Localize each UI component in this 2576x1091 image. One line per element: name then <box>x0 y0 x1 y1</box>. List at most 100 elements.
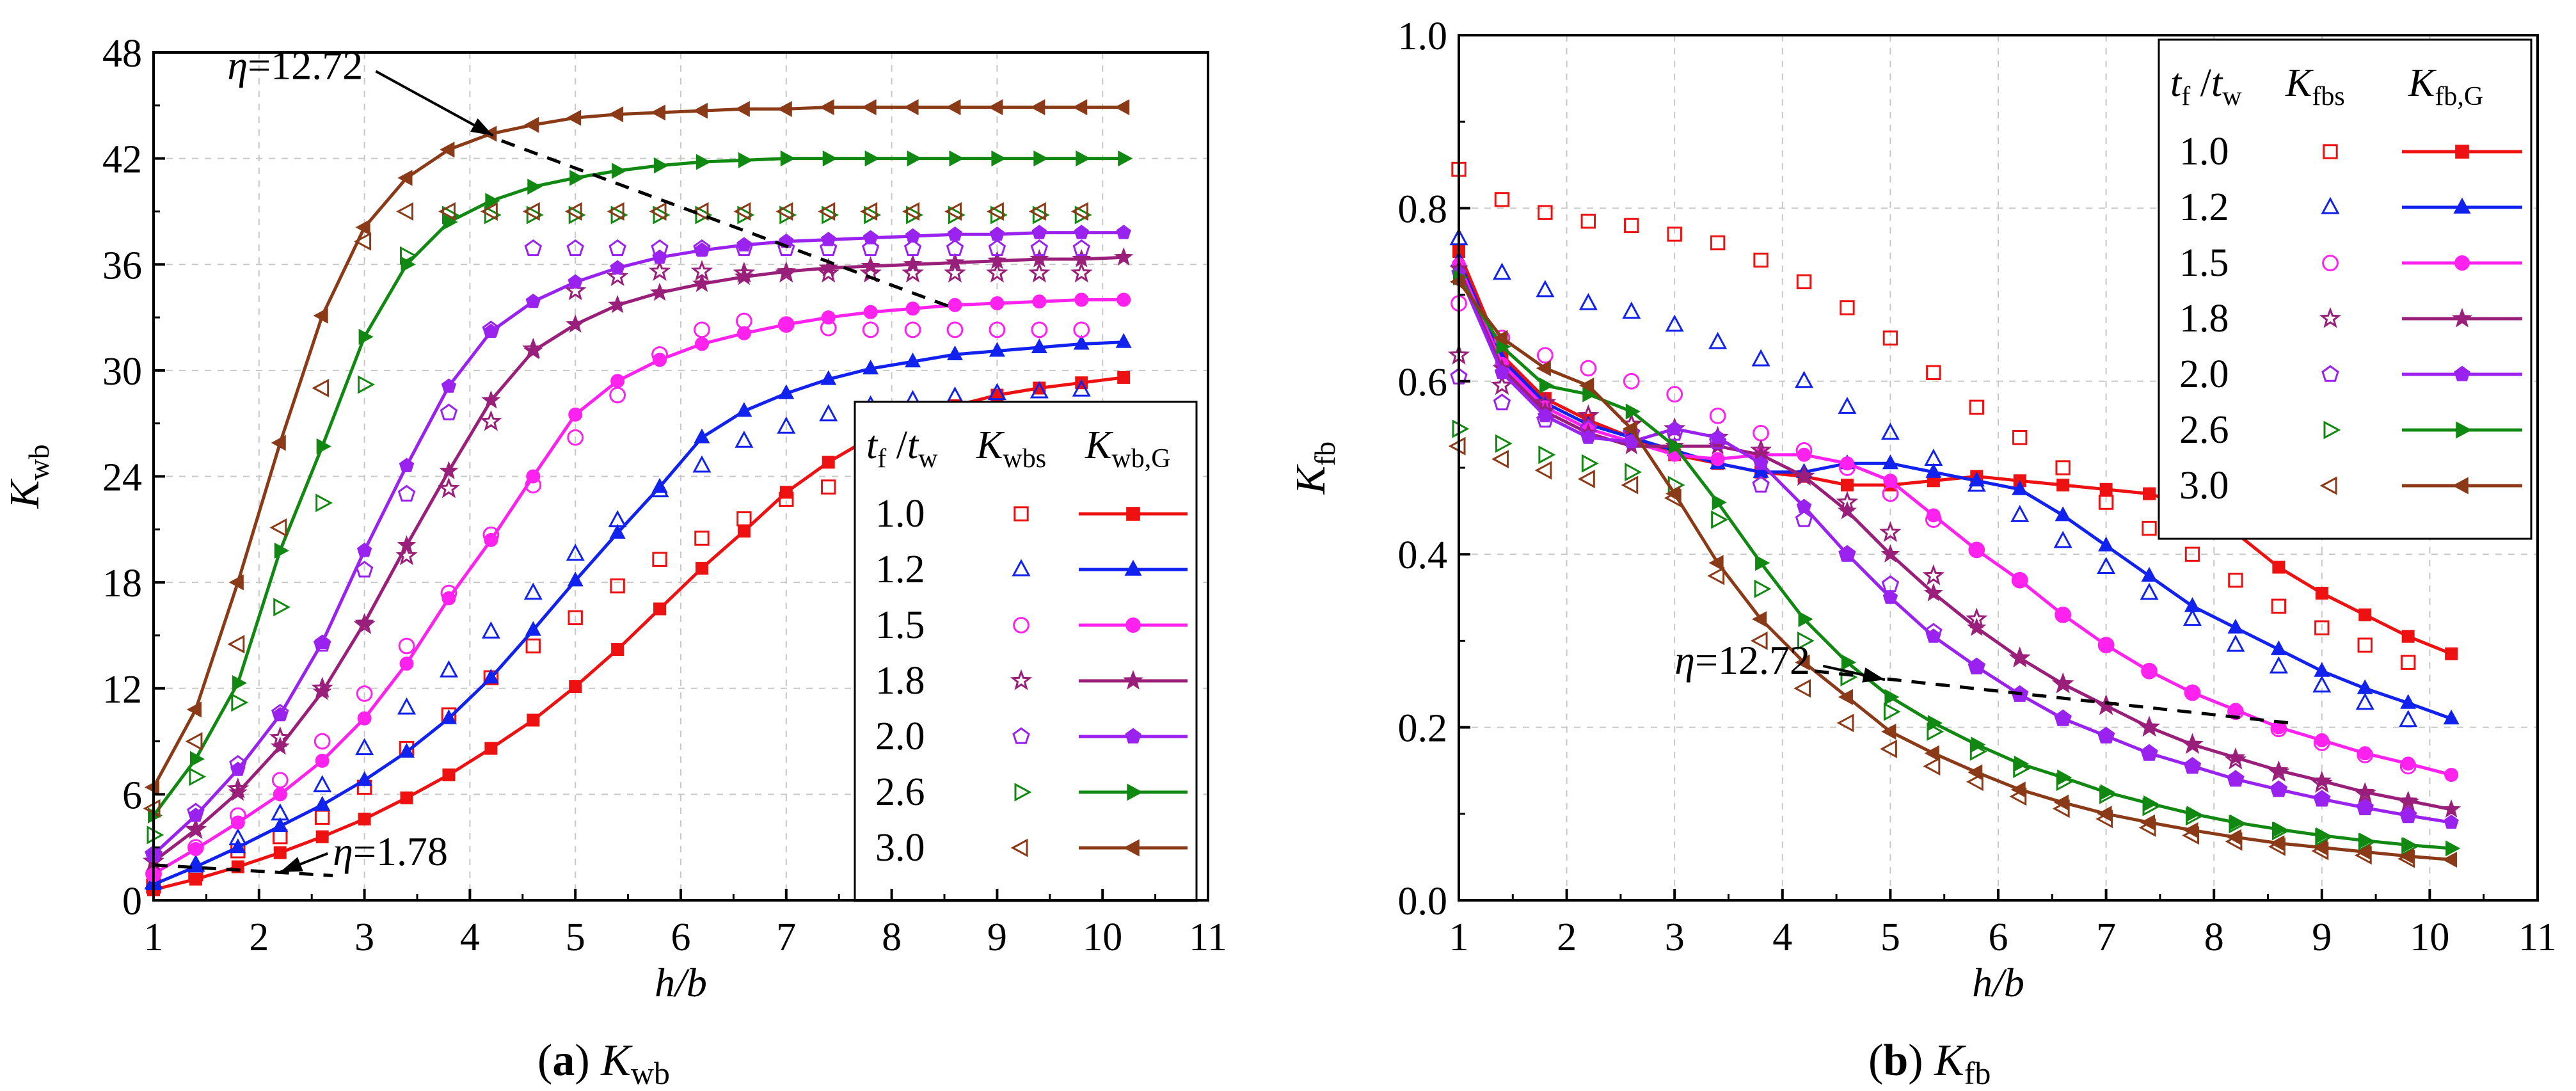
fit-point <box>230 838 246 854</box>
sim-point <box>821 479 836 495</box>
fit-point <box>566 314 585 333</box>
sim-point <box>1578 292 1598 310</box>
sim-point <box>817 262 839 283</box>
fit-point <box>948 298 962 312</box>
x-tick-label: 3 <box>354 916 374 959</box>
sim-point <box>566 239 584 257</box>
fit-point <box>652 249 667 264</box>
x-tick-label: 2 <box>1557 916 1577 959</box>
fit-point <box>776 261 796 280</box>
sim-point <box>397 697 417 715</box>
sim-point <box>1534 461 1552 480</box>
sim-point <box>1883 702 1901 721</box>
fit-point <box>822 456 835 469</box>
sim-point <box>733 202 751 221</box>
sim-point <box>482 320 500 338</box>
legend-ratio-1.8: 1.8 <box>875 659 925 703</box>
y-tick-label: 0.4 <box>1398 534 1448 577</box>
fit-point <box>2098 728 2114 743</box>
fit-point <box>1925 463 1942 478</box>
sim-point <box>1708 432 1727 450</box>
fit-point <box>273 787 287 802</box>
legend-fit-marker <box>1122 669 1144 690</box>
legend-sim-marker <box>2321 196 2340 214</box>
x-axis-label: h/b <box>1972 960 2024 1005</box>
x-tick-label: 10 <box>2410 916 2449 959</box>
eta-arrow-head <box>280 857 303 872</box>
sim-point <box>356 685 373 702</box>
sim-point <box>228 828 248 845</box>
sim-point <box>522 337 545 359</box>
sim-point <box>2142 797 2160 816</box>
sim-point <box>1969 742 1987 761</box>
sim-point <box>608 239 626 257</box>
sim-point <box>1880 739 1897 758</box>
sim-point <box>566 543 585 561</box>
fit-point <box>484 742 498 755</box>
legend-header-sim: Kwbs <box>976 424 1046 474</box>
sim-point <box>481 621 500 639</box>
legend-header-fit: Kwb,G <box>1085 424 1171 474</box>
fit-point <box>1797 447 1811 462</box>
x-tick-label: 7 <box>776 916 796 959</box>
fit-point <box>1755 555 1770 571</box>
x-axis-label: h/b <box>655 960 707 1005</box>
fit-point <box>1924 745 1939 761</box>
sim-point <box>358 375 375 394</box>
sim-point <box>1840 300 1855 315</box>
sim-point <box>1577 404 1600 426</box>
legend-ratio-1.8: 1.8 <box>2179 297 2229 340</box>
fit-point <box>2442 799 2461 818</box>
y-tick-label: 0.6 <box>1398 361 1448 404</box>
legend-sim-marker <box>2323 144 2338 159</box>
y-tick-label: 18 <box>102 562 142 605</box>
y-tick-label: 42 <box>102 138 142 182</box>
legend-fit-marker <box>2451 308 2473 328</box>
fit-point <box>1841 654 1857 671</box>
annotation-eta: η=1.78 <box>153 829 448 877</box>
sim-point <box>2140 744 2158 761</box>
sim-point <box>2052 799 2070 818</box>
sim-point <box>227 777 250 799</box>
fit-point <box>1753 455 1769 470</box>
fit-point <box>692 273 712 292</box>
sim-point <box>522 202 540 221</box>
sim-point <box>988 239 1006 257</box>
fit-point <box>1116 225 1131 239</box>
y-tick-label: 30 <box>102 350 142 394</box>
legend-ratio-2.6: 2.6 <box>875 770 925 814</box>
fit-point <box>2056 479 2070 492</box>
sim-point <box>273 598 291 617</box>
fit-point <box>568 407 583 422</box>
eta-label: η=12.72 <box>1674 637 1810 683</box>
sim-point <box>691 202 709 221</box>
sim-point <box>314 809 330 825</box>
sim-point <box>652 552 667 567</box>
fit-point <box>736 402 752 417</box>
sim-point <box>1536 411 1554 428</box>
sim-point <box>1664 488 1682 507</box>
sim-point <box>2401 837 2419 856</box>
legend-box <box>2158 38 2532 540</box>
sim-point <box>1536 347 1554 364</box>
x-tick-label: 2 <box>249 916 269 959</box>
sim-point <box>186 854 205 872</box>
sim-point <box>1581 454 1599 473</box>
sim-point <box>2097 726 2115 744</box>
sim-point <box>1494 192 1510 207</box>
sim-point <box>1797 631 1815 650</box>
sim-point <box>607 202 624 221</box>
fit-point <box>1031 225 1047 239</box>
sim-point <box>2225 832 2243 851</box>
fit-point <box>2444 767 2459 782</box>
fit-point <box>273 846 287 859</box>
sim-point <box>1795 510 1813 527</box>
legend-fit-marker <box>2454 255 2470 271</box>
sim-point <box>523 582 543 600</box>
legend-ratio-2.0: 2.0 <box>875 715 925 758</box>
sim-point <box>2270 780 2288 797</box>
fit-point <box>988 99 1003 116</box>
sim-point <box>777 416 796 434</box>
fit-point <box>568 274 583 289</box>
sim-point <box>735 312 752 330</box>
